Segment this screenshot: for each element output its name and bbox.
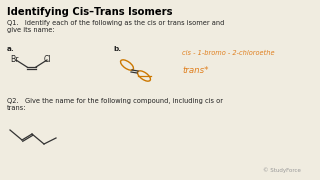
Text: Q2.   Give the name for the following compound, including cis or
trans:: Q2. Give the name for the following comp…: [7, 98, 223, 111]
Text: Cl: Cl: [44, 55, 52, 64]
Text: Q1.   Identify each of the following as the cis or trans isomer and
give its nam: Q1. Identify each of the following as th…: [7, 20, 224, 33]
Text: a.: a.: [7, 46, 15, 52]
Text: trans*: trans*: [182, 66, 209, 75]
Text: b.: b.: [113, 46, 121, 52]
Text: © StudyForce: © StudyForce: [263, 167, 301, 173]
Text: cis - 1-bromo - 2-chloroethe: cis - 1-bromo - 2-chloroethe: [182, 50, 275, 56]
Text: Br: Br: [10, 55, 18, 64]
Text: Identifying Cis–Trans Isomers: Identifying Cis–Trans Isomers: [7, 7, 172, 17]
